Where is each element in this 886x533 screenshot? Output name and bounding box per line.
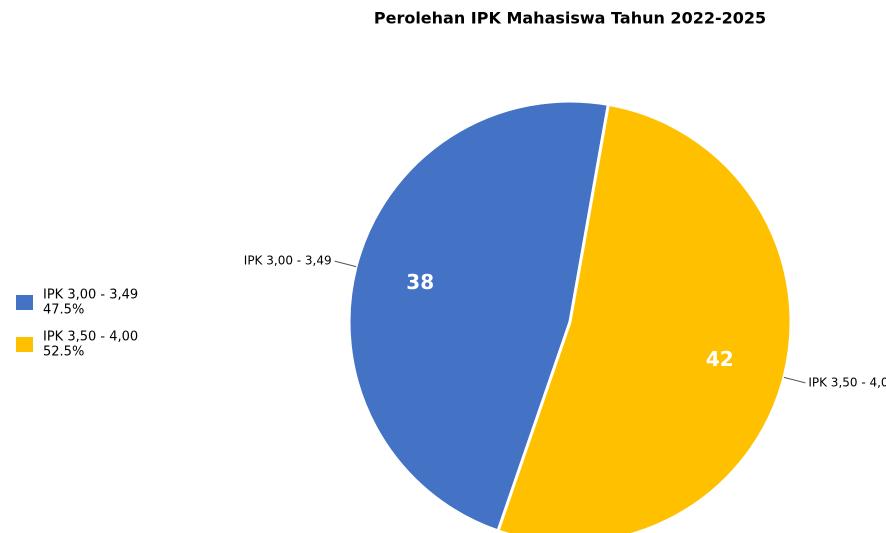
chart-title: Perolehan IPK Mahasiswa Tahun 2022-2025 [374, 9, 766, 28]
value-label: 38 [406, 270, 434, 294]
legend-swatch [16, 337, 33, 352]
category-label: IPK 3,00 - 3,49 [244, 254, 332, 268]
legend-label: IPK 3,00 - 3,49 [43, 288, 138, 303]
legend-swatch [16, 295, 33, 310]
legend-percent: 47.5% [43, 303, 84, 318]
legend-label: IPK 3,50 - 4,00 [43, 330, 138, 345]
legend-percent: 52.5% [43, 345, 84, 360]
pie-slice [496, 102, 793, 533]
leader-line [783, 376, 806, 384]
category-label: IPK 3,50 - 4,00 [808, 375, 886, 389]
leader-line [334, 260, 357, 268]
value-label: 42 [706, 347, 734, 371]
